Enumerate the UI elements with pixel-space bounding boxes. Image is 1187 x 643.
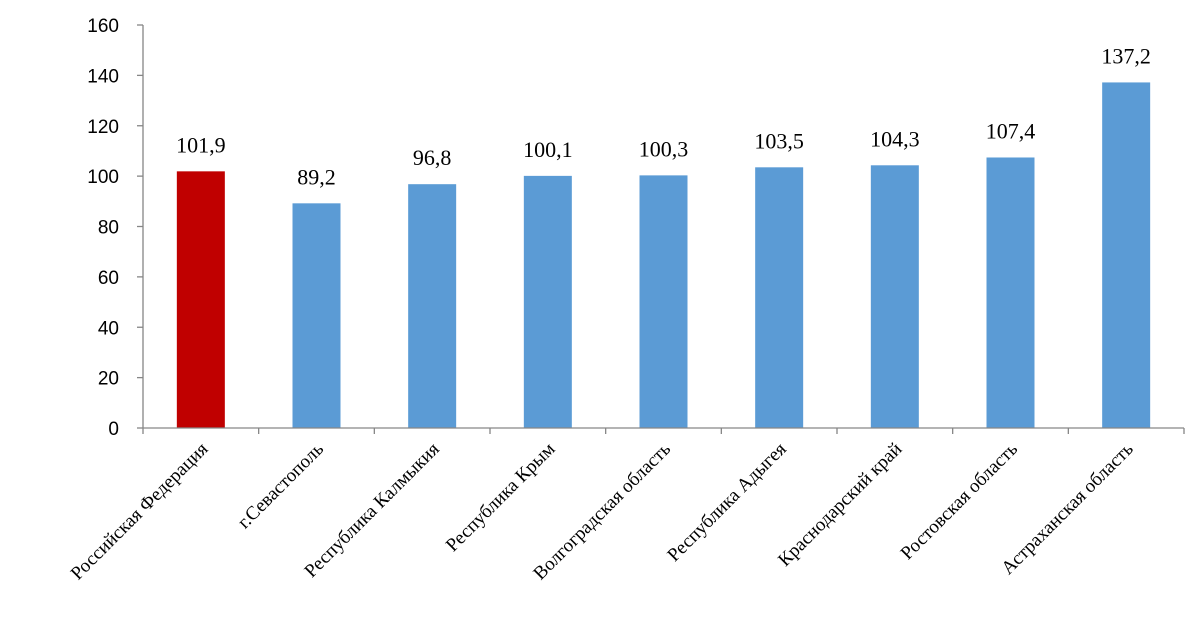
data-label: 89,2 — [297, 164, 336, 189]
data-label: 137,2 — [1101, 43, 1151, 68]
y-tick-label: 20 — [98, 369, 119, 390]
data-label: 104,3 — [870, 126, 920, 151]
x-tick-label: Республика Калмыкия — [301, 439, 444, 582]
bar — [408, 184, 457, 428]
bar — [639, 175, 688, 428]
x-tick-label: Республика Адыгея — [663, 439, 790, 566]
bar — [523, 175, 572, 428]
bar — [986, 157, 1035, 428]
x-tick-label: Ростовская область — [897, 438, 1023, 564]
data-label: 103,5 — [754, 128, 804, 153]
y-tick-label: 40 — [98, 318, 119, 339]
x-axis-ticks: Российская Федерация г.СевастопольРеспубл… — [67, 428, 1185, 585]
data-label: 107,4 — [986, 118, 1036, 143]
bars — [176, 82, 1151, 429]
y-tick-label: 60 — [98, 268, 119, 289]
bar — [870, 165, 919, 428]
x-tick-label: Российская Федерация — [67, 439, 213, 585]
bar — [292, 203, 341, 428]
x-tick-label: Астраханская область — [997, 438, 1137, 578]
bar — [1102, 82, 1151, 429]
y-axis-ticks: 0 20 40 60 80 100 120 140 160 — [87, 16, 143, 440]
data-label: 101,9 — [176, 132, 226, 157]
y-tick-label: 100 — [87, 167, 119, 188]
data-labels: 101,9 89,2 96,8 100,1 100,3 103,5 104,3 107,4 13… — [176, 43, 1151, 189]
x-tick-label: г.Севастополь — [234, 438, 329, 533]
bar — [176, 171, 225, 429]
y-tick-label: 0 — [108, 419, 119, 440]
bar — [755, 167, 804, 428]
y-tick-label: 80 — [98, 218, 119, 239]
y-tick-label: 120 — [87, 117, 119, 138]
y-tick-label: 140 — [87, 66, 119, 87]
data-label: 100,1 — [523, 137, 573, 162]
x-tick-label: Республика Крым — [442, 439, 559, 556]
x-tick-label: Краснодарский край — [774, 439, 906, 571]
data-label: 100,3 — [639, 136, 689, 161]
y-tick-label: 160 — [87, 16, 119, 37]
data-label: 96,8 — [413, 145, 452, 170]
